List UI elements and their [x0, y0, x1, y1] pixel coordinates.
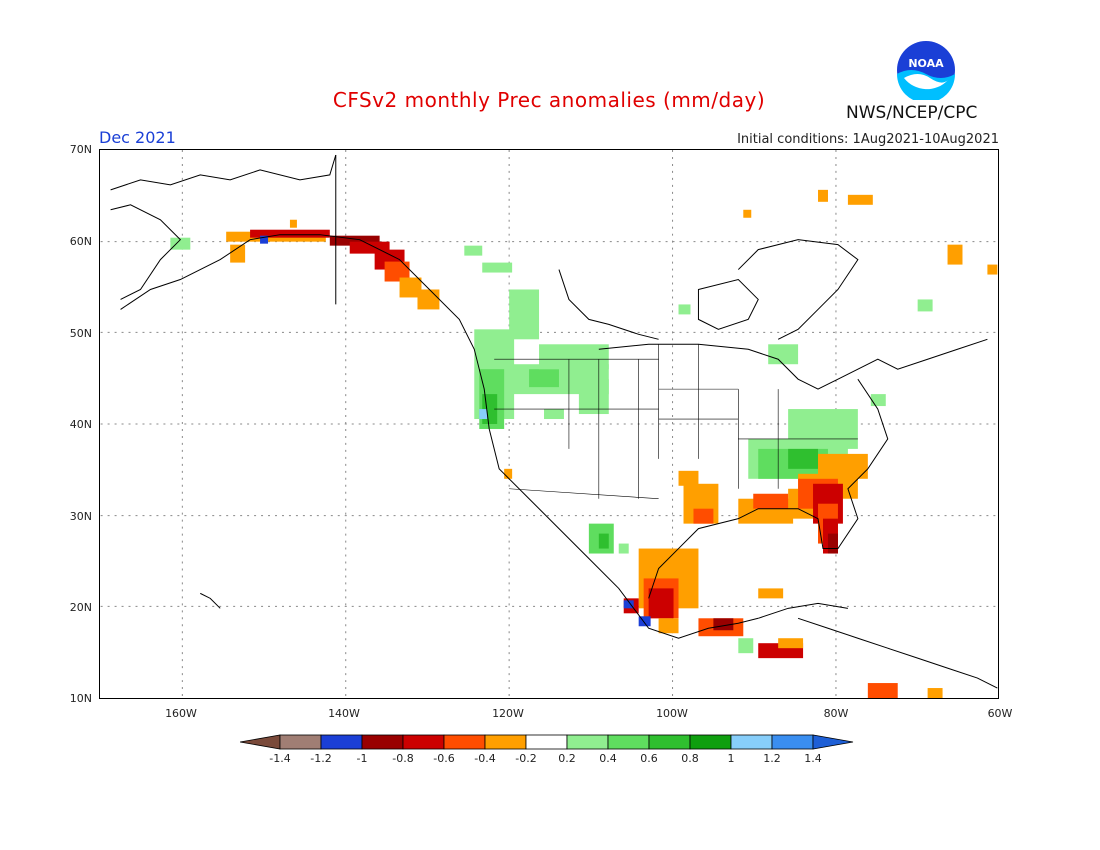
- anomaly-dry-southeast: [738, 453, 868, 554]
- colorbar-tick-label: -1: [356, 752, 368, 765]
- colorbar-segment: [771, 734, 814, 750]
- anomaly-wet-northwest: [170, 237, 933, 429]
- colorbar-tick-label: 0.8: [681, 752, 699, 765]
- lon-label: 120W: [492, 707, 524, 720]
- colorbar-tick-label: 0.2: [558, 752, 576, 765]
- lat-label: 20N: [69, 601, 92, 614]
- colorbar-segment: [279, 734, 322, 750]
- lat-label: 30N: [69, 510, 92, 523]
- initial-conditions: Initial conditions: 1Aug2021-10Aug2021: [737, 132, 999, 147]
- colorbar-segment: [607, 734, 650, 750]
- anomaly-dry-alaska: [226, 219, 440, 310]
- colorbar-right-arrow: [812, 734, 854, 750]
- colorbar-segment: [525, 734, 568, 750]
- svg-text:NOAA: NOAA: [908, 57, 944, 70]
- forecast-month: Dec 2021: [99, 128, 176, 147]
- colorbar-tick-label: -1.2: [310, 752, 332, 765]
- lon-label: 140W: [328, 707, 360, 720]
- colorbar-segment: [648, 734, 691, 750]
- colorbar-tick-label: 0.4: [599, 752, 617, 765]
- lat-label: 60N: [69, 235, 92, 248]
- colorbar-segment: [484, 734, 527, 750]
- colorbar-tick-label: -0.8: [392, 752, 414, 765]
- lat-label: 10N: [69, 692, 92, 705]
- colorbar-left-arrow: [240, 734, 281, 750]
- colorbar-tick-label: 1: [727, 752, 735, 765]
- colorbar: [240, 734, 854, 750]
- noaa-logo-icon: NOAA: [897, 41, 955, 100]
- colorbar-segment: [443, 734, 486, 750]
- lon-label: 60W: [987, 707, 1013, 720]
- colorbar-tick-label: 0.6: [640, 752, 658, 765]
- colorbar-segment: [730, 734, 773, 750]
- anomaly-map: [99, 149, 999, 699]
- lat-label: 40N: [69, 418, 92, 431]
- borders: [494, 344, 858, 500]
- coastlines: [110, 154, 998, 689]
- colorbar-tick-label: -1.4: [269, 752, 291, 765]
- colorbar-segment: [689, 734, 732, 750]
- map-title: CFSv2 monthly Prec anomalies (mm/day): [332, 88, 766, 112]
- colorbar-tick-label: -0.4: [474, 752, 496, 765]
- lat-label: 70N: [69, 143, 92, 156]
- lon-label: 100W: [656, 707, 688, 720]
- colorbar-tick-label: -0.2: [515, 752, 537, 765]
- colorbar-tick-label: 1.4: [804, 752, 822, 765]
- anomaly-dry-texas: [504, 468, 719, 524]
- agency-label: NWS/NCEP/CPC: [846, 103, 978, 123]
- lon-label: 160W: [165, 707, 197, 720]
- colorbar-segment: [566, 734, 609, 750]
- colorbar-segment: [402, 734, 445, 750]
- lon-label: 80W: [823, 707, 849, 720]
- colorbar-segment: [320, 734, 363, 750]
- colorbar-segment: [361, 734, 404, 750]
- colorbar-tick-label: 1.2: [763, 752, 781, 765]
- lat-label: 50N: [69, 327, 92, 340]
- anomaly-canada: [743, 189, 998, 275]
- colorbar-tick-label: -0.6: [433, 752, 455, 765]
